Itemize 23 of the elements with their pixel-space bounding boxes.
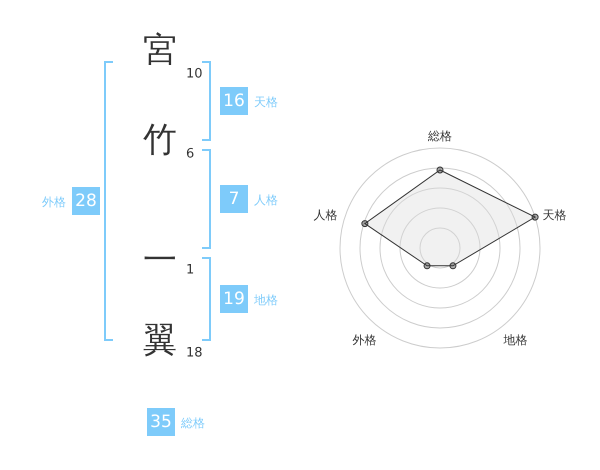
text: 1 <box>186 262 194 278</box>
text: 宮 <box>143 30 177 70</box>
text: 翼 <box>143 320 177 360</box>
text: 地格 <box>253 293 278 307</box>
text: 7 <box>228 189 240 209</box>
text: 人格 <box>254 193 278 207</box>
spoke-label: 人格 <box>313 208 338 222</box>
text: 10 <box>186 66 203 82</box>
text: 19 <box>223 289 245 309</box>
spoke-label: 外格 <box>352 332 377 347</box>
spoke-label: 地格 <box>502 332 528 347</box>
text: 28 <box>75 191 97 211</box>
text: 16 <box>223 91 245 111</box>
spoke-label: 天格 <box>542 208 567 222</box>
text: 18 <box>186 346 203 360</box>
text: 竹 <box>143 120 177 160</box>
text: 総格 <box>180 416 205 430</box>
spoke-label: 総格 <box>427 129 452 143</box>
text: 外格 <box>42 195 66 209</box>
text: 35 <box>150 412 172 432</box>
text: 6 <box>186 146 194 162</box>
text: 一 <box>143 240 177 280</box>
text: 天格 <box>254 95 278 109</box>
